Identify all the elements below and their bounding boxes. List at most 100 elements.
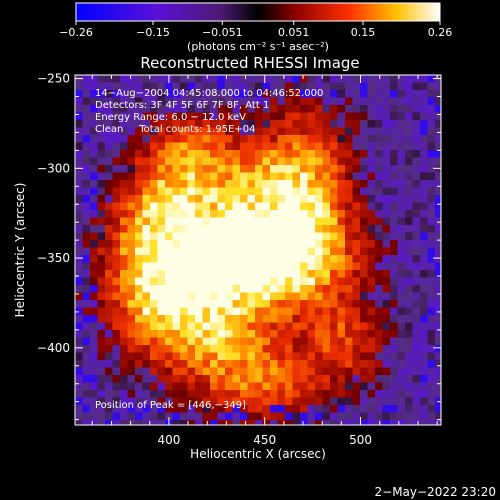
heatmap-cell: [292, 285, 301, 293]
heatmap-cell: [232, 360, 241, 368]
heatmap-cell: [187, 90, 196, 98]
heatmap-cell: [427, 307, 436, 316]
heatmap-cell: [225, 240, 233, 248]
heatmap-cell: [120, 157, 128, 166]
heatmap-cell: [277, 367, 286, 376]
heatmap-cell: [337, 135, 346, 143]
heatmap-cell: [292, 330, 301, 338]
heatmap-cell: [247, 112, 256, 121]
heatmap-cell: [240, 135, 248, 143]
heatmap-cell: [217, 262, 226, 271]
y-tick-label: −300: [37, 161, 70, 175]
heatmap-cell: [382, 75, 391, 83]
heatmap-cell: [427, 270, 436, 278]
heatmap-cell: [180, 352, 188, 361]
heatmap-cell: [360, 202, 368, 211]
heatmap-cell: [345, 157, 353, 166]
heatmap-cell: [322, 172, 331, 181]
heatmap-cell: [360, 420, 368, 425]
heatmap-cell: [97, 195, 106, 203]
heatmap-cell: [300, 307, 308, 316]
heatmap-cell: [82, 360, 91, 368]
heatmap-cell: [412, 232, 421, 241]
heatmap-cell: [135, 210, 143, 218]
heatmap-cell: [397, 330, 406, 338]
heatmap-cell: [82, 330, 91, 338]
heatmap-cell: [97, 202, 106, 211]
heatmap-cell: [112, 112, 121, 121]
heatmap-cell: [382, 135, 391, 143]
heatmap-cell: [135, 352, 143, 361]
heatmap-cell: [427, 277, 436, 286]
heatmap-cell: [165, 360, 173, 368]
heatmap-cell: [187, 300, 196, 308]
heatmap-cell: [90, 292, 98, 301]
heatmap-cell: [150, 382, 158, 391]
heatmap-cell: [225, 270, 233, 278]
heatmap-cell: [322, 195, 331, 203]
heatmap-cell: [135, 97, 143, 106]
heatmap-cell: [292, 352, 301, 361]
heatmap-cell: [405, 382, 413, 391]
heatmap-cell: [300, 315, 308, 323]
heatmap-cell: [405, 217, 413, 226]
heatmap-cell: [127, 97, 136, 106]
heatmap-cell: [285, 225, 293, 233]
heatmap-cell: [390, 75, 398, 83]
heatmap-cell: [420, 262, 428, 271]
heatmap-cell: [345, 247, 353, 256]
heatmap-cell: [292, 247, 301, 256]
heatmap-cell: [225, 187, 233, 196]
heatmap-cell: [150, 105, 158, 113]
heatmap-cell: [292, 202, 301, 211]
heatmap-cell: [322, 315, 331, 323]
heatmap-cell: [120, 135, 128, 143]
heatmap-cell: [247, 135, 256, 143]
heatmap-cell: [435, 232, 441, 241]
heatmap-cell: [225, 202, 233, 211]
heatmap-cell: [435, 202, 441, 211]
heatmap-cell: [300, 165, 308, 173]
heatmap-cell: [135, 390, 143, 398]
heatmap-cell: [210, 112, 218, 121]
heatmap-cell: [165, 210, 173, 218]
heatmap-cell: [427, 352, 436, 361]
heatmap-cell: [322, 232, 331, 241]
heatmap-cell: [427, 360, 436, 368]
heatmap-cell: [307, 157, 316, 166]
heatmap-cell: [300, 420, 308, 425]
heatmap-cell: [217, 345, 226, 353]
heatmap-cell: [352, 277, 361, 286]
heatmap-cell: [390, 217, 398, 226]
heatmap-cell: [390, 247, 398, 256]
heatmap-cell: [277, 82, 286, 91]
heatmap-cell: [277, 375, 286, 383]
heatmap-cell: [127, 142, 136, 151]
heatmap-cell: [300, 390, 308, 398]
heatmap-cell: [165, 97, 173, 106]
heatmap-cell: [427, 127, 436, 136]
heatmap-cell: [307, 300, 316, 308]
heatmap-cell: [420, 202, 428, 211]
heatmap-cell: [270, 285, 278, 293]
heatmap-cell: [105, 217, 113, 226]
heatmap-cell: [382, 292, 391, 301]
heatmap-cell: [210, 390, 218, 398]
heatmap-cell: [277, 135, 286, 143]
heatmap-cell: [375, 165, 383, 173]
heatmap-cell: [247, 90, 256, 98]
heatmap-cell: [292, 172, 301, 181]
heatmap-cell: [187, 135, 196, 143]
heatmap-cell: [127, 127, 136, 136]
heatmap-cell: [195, 285, 203, 293]
heatmap-cell: [397, 232, 406, 241]
heatmap-cell: [120, 105, 128, 113]
heatmap-cell: [382, 322, 391, 331]
heatmap-cell: [180, 285, 188, 293]
heatmap-cell: [405, 172, 413, 181]
heatmap-cell: [135, 322, 143, 331]
heatmap-cell: [112, 412, 121, 421]
heatmap-cell: [150, 75, 158, 83]
heatmap-cell: [165, 375, 173, 383]
heatmap-cell: [75, 165, 83, 173]
